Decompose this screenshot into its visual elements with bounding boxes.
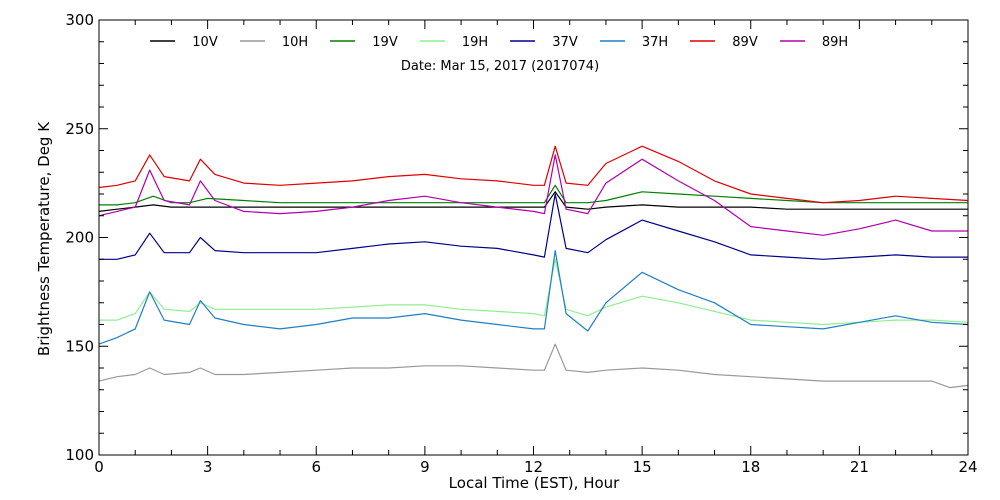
series-line-19h — [99, 258, 969, 326]
series-line-19v — [99, 184, 968, 206]
legend-label: 19H — [462, 35, 488, 50]
y-tick-label: 100 — [65, 446, 94, 464]
legend-label: 89V — [732, 35, 758, 50]
y-tick-label: 250 — [65, 120, 94, 138]
y-tick-label: 200 — [65, 229, 94, 247]
x-tick-label: 24 — [958, 458, 977, 476]
series-layer — [98, 145, 969, 389]
series-line-10h — [98, 343, 969, 389]
y-axis-label: Brightness Temperature, Deg K — [35, 121, 53, 356]
x-tick-label: 18 — [741, 458, 760, 476]
x-tick-label: 9 — [420, 458, 430, 476]
legend-label: 37V — [552, 35, 578, 50]
series-line-37h — [98, 250, 969, 345]
axes-layer: 0 3 6 9 12 15 18 21 24 100 150 200 250 300 — [65, 11, 977, 476]
x-tick-label: 12 — [524, 458, 543, 476]
legend-label: 89H — [822, 35, 848, 50]
series-line-10v — [98, 191, 968, 212]
legend-label: 10V — [192, 35, 218, 50]
y-tick-label: 150 — [65, 337, 94, 355]
plot-frame — [98, 19, 969, 456]
legend-label: 10H — [282, 35, 308, 50]
date-annotation: Date: Mar 15, 2017 (2017074) — [401, 59, 599, 74]
x-tick-label: 0 — [94, 458, 104, 476]
series-line-89h — [98, 154, 968, 236]
x-tick-label: 21 — [850, 458, 869, 476]
legend-label: 19V — [372, 35, 398, 50]
x-tick-label: 3 — [203, 458, 213, 476]
y-tick-label: 300 — [65, 11, 94, 29]
x-tick-label: 15 — [633, 458, 652, 476]
x-axis-label: Local Time (EST), Hour — [449, 474, 620, 492]
series-line-89v — [98, 145, 969, 204]
series-line-37v — [99, 193, 968, 260]
x-tick-label: 6 — [311, 458, 321, 476]
legend: 10V 10H 19V 19H 37V 37H 89V 89H — [150, 35, 848, 50]
legend-label: 37H — [642, 35, 668, 50]
